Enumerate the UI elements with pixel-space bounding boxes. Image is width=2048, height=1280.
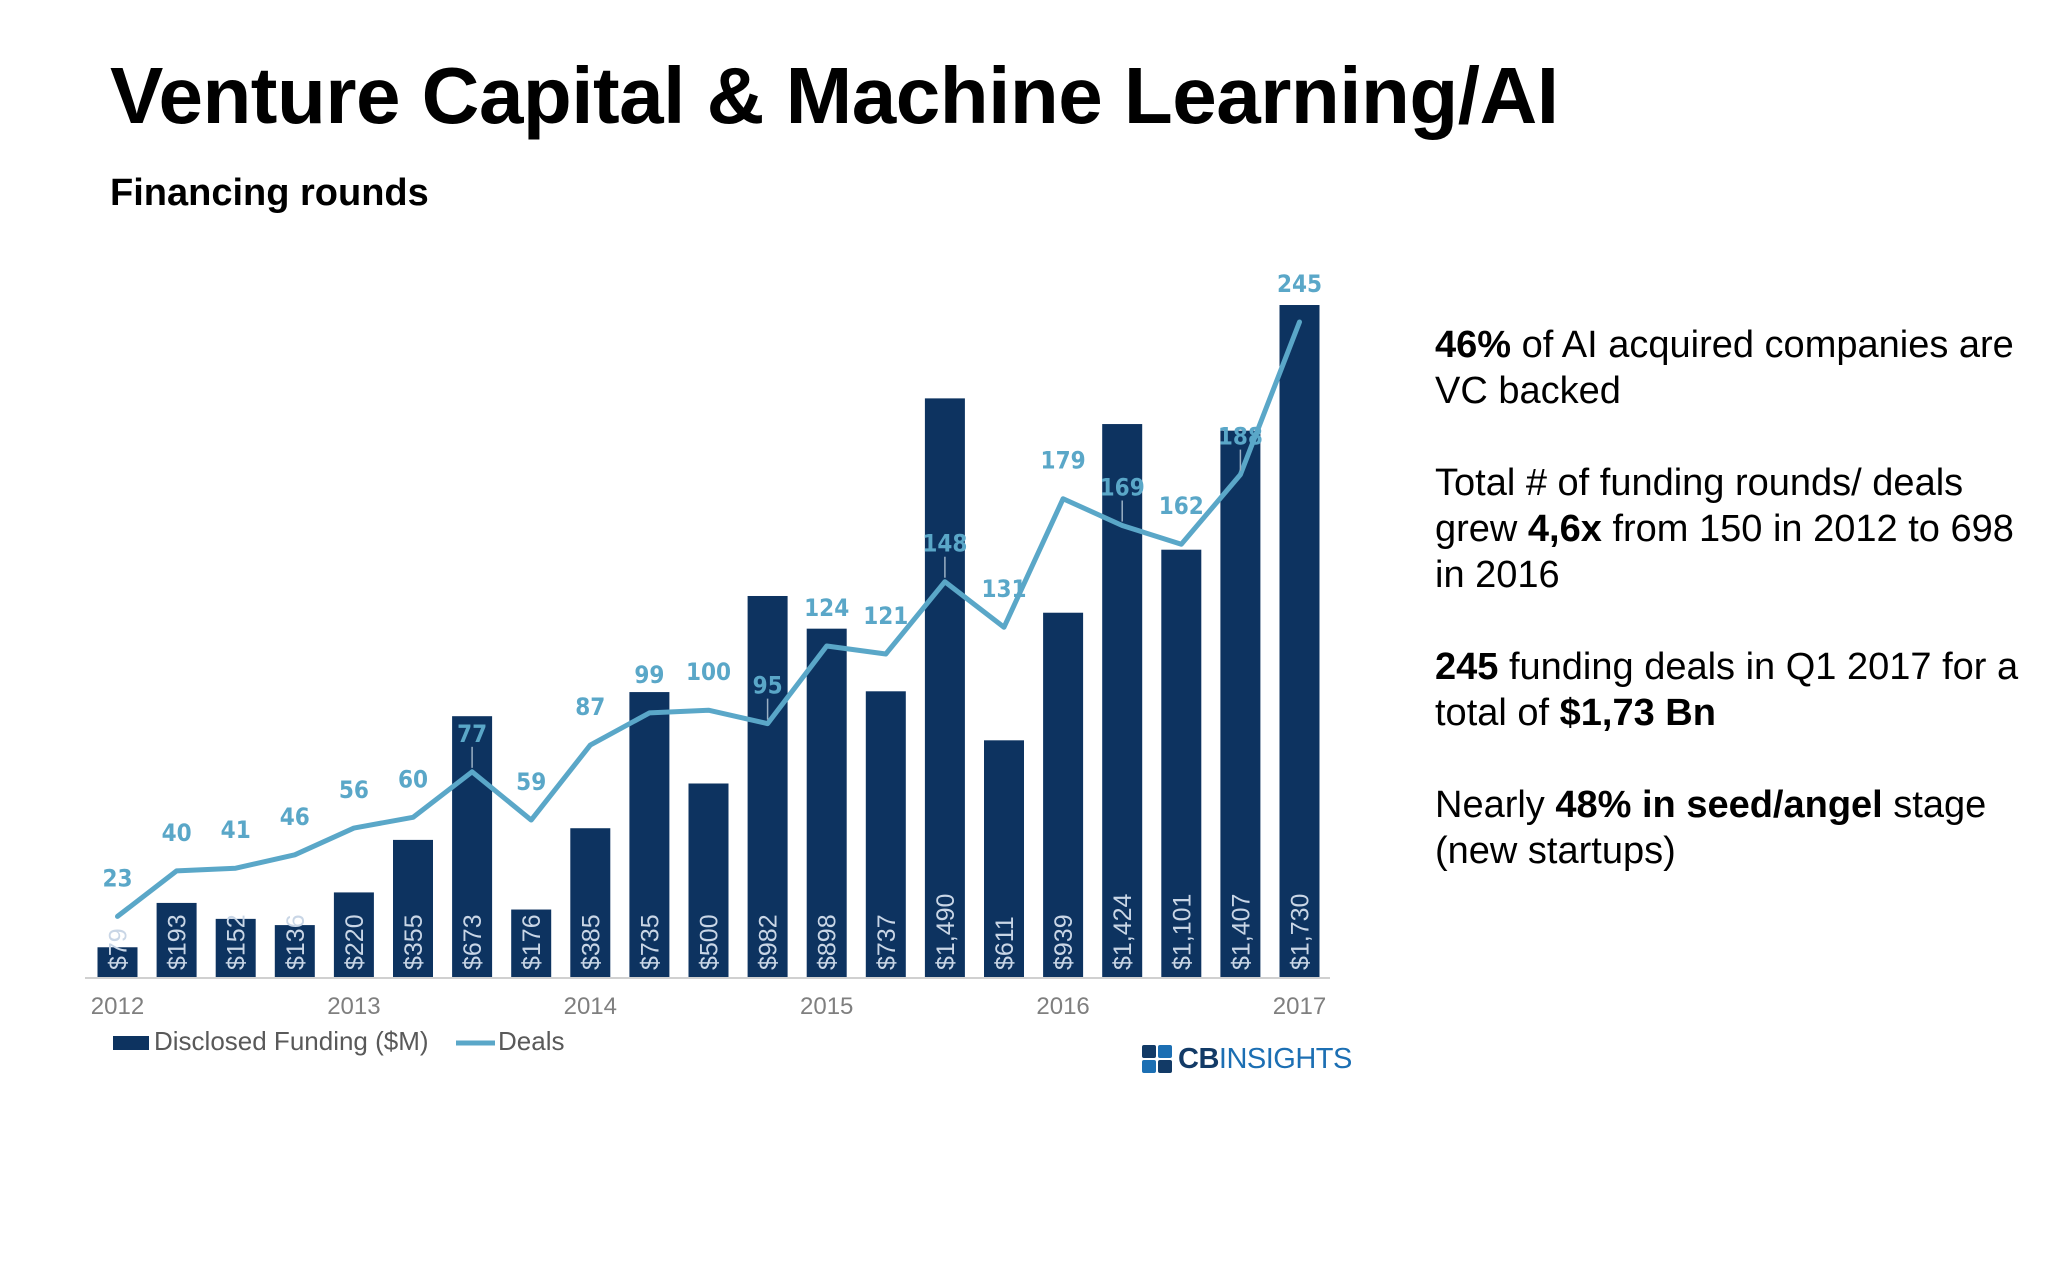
fact-highlight: 46% (1435, 324, 1512, 366)
cb-insights-logo-text: CBINSIGHTS (1178, 1043, 1352, 1076)
deals-value-label: 77 (457, 720, 487, 748)
funding-bar (393, 839, 433, 978)
funding-bar (1220, 430, 1261, 979)
facts-panel: 46% of AI acquired companies are VC back… (1435, 322, 2035, 920)
funding-bar (1161, 549, 1202, 978)
funding-bar (1279, 305, 1320, 978)
bar-value-label: $220 (341, 914, 369, 970)
fact-seed-stage: Nearly 48% in seed/angel stage (new star… (1435, 782, 2035, 874)
deals-value-label: 131 (981, 575, 1026, 603)
fact-text: of AI acquired companies are VC backed (1435, 324, 2014, 412)
bar-value-label: $737 (873, 914, 901, 970)
deals-value-label: 169 (1100, 473, 1145, 501)
funding-bar (274, 925, 315, 978)
bar-value-label: $500 (696, 914, 724, 970)
bar-value-label: $355 (400, 914, 428, 970)
deals-value-label: 56 (339, 776, 369, 804)
bar-value-label: $152 (223, 914, 251, 970)
bar-value-label: $1,407 (1227, 894, 1255, 970)
bar-value-label: $1,424 (1109, 893, 1137, 970)
funding-bar (570, 828, 611, 978)
fact-text: Nearly (1435, 784, 1556, 826)
funding-bar (806, 628, 847, 978)
chart-subtitle: Financing rounds (110, 172, 429, 214)
logo-text-rest: INSIGHTS (1218, 1042, 1352, 1075)
fact-text: stage (new startups) (1435, 784, 1987, 872)
bar-value-label: $1,730 (1287, 894, 1315, 970)
cb-insights-logo-icon (1142, 1045, 1172, 1073)
page-title: Venture Capital & Machine Learning/AI (110, 51, 1559, 140)
deals-value-label: 148 (922, 530, 967, 558)
funding-bar (333, 892, 374, 978)
legend-label-deals: Deals (498, 1026, 564, 1056)
deals-value-label: 87 (575, 693, 605, 721)
bar-value-label: $1,101 (1168, 894, 1196, 970)
fact-highlight: $1,73 Bn (1559, 692, 1716, 734)
legend-label-funding: Disclosed Funding ($M) (154, 1026, 429, 1056)
fact-q1-2017: 245 funding deals in Q1 2017 for a total… (1435, 644, 2035, 736)
bar-value-label: $1,490 (932, 894, 960, 970)
bar-value-label: $735 (636, 914, 664, 970)
logo-text-bold: CB (1178, 1042, 1219, 1075)
funding-bar (747, 595, 788, 978)
bar-value-label: $939 (1050, 914, 1078, 970)
fact-growth: Total # of funding rounds/ deals grew 4,… (1435, 460, 2035, 598)
bar-value-label: $898 (814, 914, 842, 970)
deals-value-label: 60 (398, 765, 428, 793)
bar-value-label: $79 (105, 928, 133, 970)
x-tick-label: 2017 (1273, 993, 1326, 1020)
deals-value-label: 95 (753, 672, 783, 700)
funding-bar (688, 783, 729, 978)
deals-value-label: 46 (280, 803, 310, 831)
funding-bar (629, 692, 670, 978)
legend-swatch-funding (113, 1036, 149, 1050)
x-tick-label: 2015 (800, 993, 853, 1020)
bar-value-label: $982 (755, 914, 783, 970)
deals-value-label: 59 (516, 768, 546, 796)
deals-value-label: 23 (102, 864, 132, 892)
funding-deals-chart: $79 $193 $152 $136 $220 $355 $673 $176 $385 $735 $… (85, 270, 1330, 1056)
x-tick-label: 2012 (91, 993, 144, 1020)
x-tick-label: 2014 (564, 993, 617, 1020)
fact-vc-backed: 46% of AI acquired companies are VC back… (1435, 322, 2035, 414)
deals-line (115, 319, 1302, 919)
deals-value-label: 41 (221, 816, 251, 844)
bar-value-label: $193 (164, 914, 192, 970)
funding-bar (924, 398, 965, 978)
fact-highlight: 245 (1435, 646, 1499, 688)
funding-bar (511, 909, 552, 978)
deals-value-label: 121 (863, 602, 908, 630)
fact-text: from 150 in 2012 to 698 in 2016 (1435, 508, 2014, 596)
funding-bar (865, 691, 906, 978)
bar-value-label: $673 (459, 914, 487, 970)
cb-insights-logo: CBINSIGHTS (1142, 1042, 1352, 1076)
funding-bar (1043, 612, 1084, 978)
funding-bar (97, 947, 138, 978)
bar-value-label: $611 (991, 916, 1019, 970)
deals-value-label: 124 (804, 594, 849, 622)
deals-value-label: 100 (686, 658, 731, 686)
fact-highlight: 4,6x (1527, 508, 1602, 550)
deals-value-label: 245 (1277, 270, 1322, 298)
funding-bar (215, 918, 256, 978)
x-tick-label: 2013 (327, 993, 380, 1020)
deals-value-label: 162 (1159, 492, 1204, 520)
bar-value-label: $136 (282, 914, 310, 970)
x-tick-label: 2016 (1036, 993, 1089, 1020)
funding-bar (156, 902, 197, 978)
deals-value-label: 99 (634, 661, 664, 689)
bar-value-label: $385 (577, 914, 605, 970)
bar-value-label: $176 (518, 914, 546, 970)
fact-highlight: 48% in seed/angel (1555, 784, 1883, 826)
funding-bar (984, 740, 1024, 978)
deals-value-label: 179 (1041, 447, 1086, 475)
fact-text: Total # of funding rounds/ deals grew (1435, 462, 1964, 550)
deals-value-label: 188 (1218, 423, 1263, 451)
fact-text: funding deals in Q1 2017 for a total of (1435, 646, 2019, 734)
deals-value-label: 40 (162, 819, 192, 847)
